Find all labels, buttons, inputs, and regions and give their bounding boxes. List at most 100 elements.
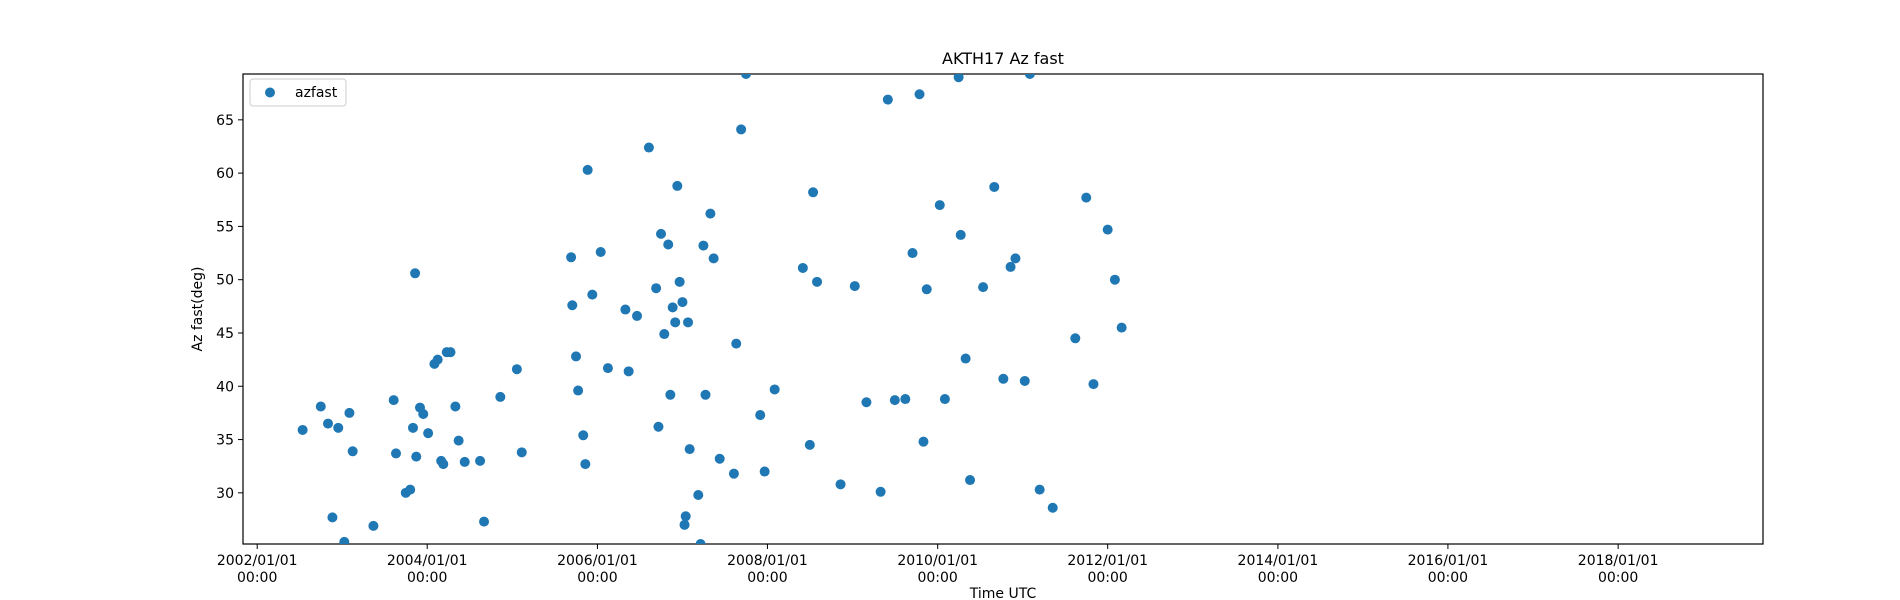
x-tick-label: 2006/01/01 [557,553,638,569]
x-tick-label: 2016/01/01 [1408,553,1489,569]
data-point [978,282,989,293]
data-point [327,512,338,523]
data-point [602,363,613,374]
x-tick-label: 2002/01/01 [217,553,298,569]
data-point [347,446,358,457]
data-point [333,422,344,433]
data-point [587,289,598,300]
data-point [939,394,950,405]
x-tick-label-time: 00:00 [1598,570,1638,586]
data-point [934,200,945,211]
x-axis-label: Time UTC [969,586,1037,600]
data-point [1088,379,1099,390]
data-point [459,456,470,467]
data-point [1010,253,1021,264]
data-point [423,428,434,439]
plot-frame [242,73,1764,545]
data-point [438,459,449,470]
data-point [623,366,634,377]
data-point [595,246,606,257]
x-tick-label-time: 00:00 [1428,570,1468,586]
data-point [960,353,971,364]
data-point [1102,224,1113,235]
data-point [679,519,690,530]
y-tick-label: 65 [216,113,234,129]
data-point [759,466,770,477]
data-point [580,459,591,470]
data-point [1047,502,1058,513]
y-tick-label: 35 [216,433,234,449]
data-point [683,317,694,328]
data-point [368,520,379,531]
data-point [918,436,929,447]
y-tick-label: 50 [216,273,234,289]
data-point [882,94,893,105]
x-tick-label-time: 00:00 [237,570,277,586]
data-point [998,373,1009,384]
data-point [736,124,747,135]
data-point [835,479,846,490]
data-point [812,276,823,287]
y-tick-label: 40 [216,379,234,395]
data-point [651,283,662,294]
legend-marker [265,87,275,98]
legend: azfast [249,78,347,107]
x-tick-label-time: 00:00 [1258,570,1298,586]
data-point [1081,192,1092,203]
data-point [705,208,716,219]
data-point [344,407,355,418]
data-point [410,268,421,279]
x-tick-label: 2014/01/01 [1238,553,1319,569]
plot-area [242,73,1764,545]
data-point [907,248,918,259]
data-point [323,418,334,429]
data-point [674,276,685,287]
data-point [731,338,742,349]
data-point [643,142,654,153]
x-tick-label: 2018/01/01 [1578,553,1659,569]
y-axis-label: Az fast(deg) [190,267,206,352]
data-point [728,468,739,479]
data-point [900,394,911,405]
data-point [989,181,1000,192]
data-point [453,435,464,446]
data-point [475,455,486,466]
data-point [450,401,461,412]
data-point [1024,74,1035,79]
x-tick-label-time: 00:00 [917,570,957,586]
x-tick-label-time: 00:00 [577,570,617,586]
data-point [432,354,443,365]
data-point [1116,322,1127,333]
data-point [875,486,886,497]
data-point [567,300,578,311]
data-point [700,389,711,400]
data-point [670,317,681,328]
data-point [804,439,815,450]
data-point [714,453,725,464]
x-tick-label-time: 00:00 [1087,570,1127,586]
data-point [339,536,350,544]
data-point [573,385,584,396]
data-point [684,444,695,455]
data-point [1034,484,1045,495]
y-tick-label: 60 [216,166,234,182]
data-point [516,447,527,458]
legend-box [249,78,347,107]
y-tick-label: 55 [216,219,234,235]
data-point [953,74,964,83]
data-point [411,451,422,462]
data-point [571,351,582,362]
data-point [620,304,631,315]
data-point [479,516,490,527]
data-point [849,281,860,292]
data-point [680,511,691,522]
data-point [889,395,900,406]
data-point [921,284,932,295]
data-point [405,484,416,495]
data-point [582,164,593,175]
x-tick-label: 2010/01/01 [897,553,978,569]
data-point [677,297,688,308]
data-point [632,310,643,321]
data-point [653,421,664,432]
data-point [693,489,704,500]
